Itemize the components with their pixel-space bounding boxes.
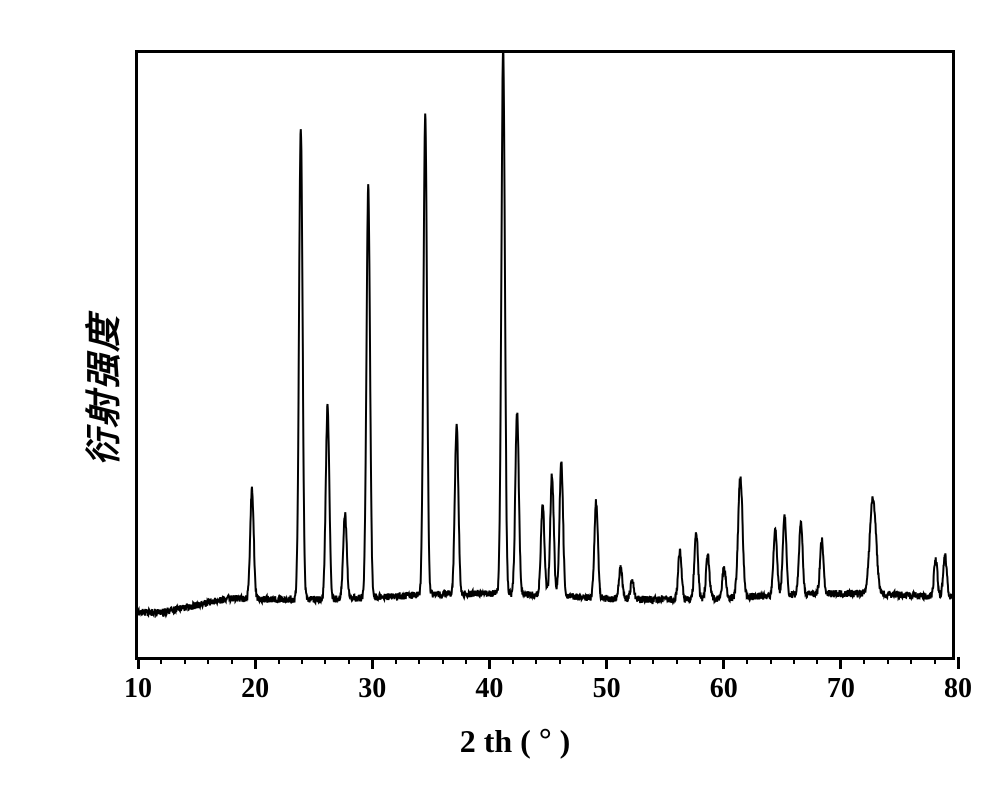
x-tick-minor (512, 657, 514, 664)
x-tick-label: 20 (241, 673, 269, 705)
x-tick-major (137, 657, 140, 669)
x-axis-label: 2 th (°)2 th ( ° ) (460, 723, 571, 760)
x-tick-major (605, 657, 608, 669)
spectrum-line (138, 53, 952, 657)
x-tick-minor (207, 657, 209, 664)
x-tick-major (254, 657, 257, 669)
x-tick-minor (465, 657, 467, 664)
x-tick-minor (887, 657, 889, 664)
x-tick-minor (535, 657, 537, 664)
x-tick-minor (324, 657, 326, 664)
x-tick-label: 80 (944, 673, 972, 705)
x-tick-major (839, 657, 842, 669)
x-tick-major (371, 657, 374, 669)
x-tick-label: 70 (827, 673, 855, 705)
x-tick-minor (301, 657, 303, 664)
x-tick-minor (160, 657, 162, 664)
x-tick-minor (910, 657, 912, 664)
x-tick-minor (934, 657, 936, 664)
x-tick-major (957, 657, 960, 669)
x-tick-minor (816, 657, 818, 664)
x-tick-minor (629, 657, 631, 664)
x-tick-minor (559, 657, 561, 664)
x-tick-label: 50 (593, 673, 621, 705)
y-axis-label: 衍射强度 (75, 314, 127, 466)
x-tick-minor (348, 657, 350, 664)
x-tick-minor (442, 657, 444, 664)
x-tick-minor (395, 657, 397, 664)
x-tick-minor (676, 657, 678, 664)
x-tick-minor (184, 657, 186, 664)
x-tick-minor (699, 657, 701, 664)
x-tick-minor (746, 657, 748, 664)
xrd-chart: 衍射强度 1020304050607080 2 th (°)2 th ( ° ) (55, 30, 975, 750)
x-tick-minor (863, 657, 865, 664)
x-tick-minor (418, 657, 420, 664)
x-tick-major (722, 657, 725, 669)
x-tick-minor (652, 657, 654, 664)
x-tick-minor (770, 657, 772, 664)
x-tick-label: 10 (124, 673, 152, 705)
x-tick-minor (582, 657, 584, 664)
plot-area: 1020304050607080 (135, 50, 955, 660)
x-tick-minor (278, 657, 280, 664)
x-tick-label: 40 (475, 673, 503, 705)
x-tick-major (488, 657, 491, 669)
x-tick-minor (231, 657, 233, 664)
x-tick-label: 30 (358, 673, 386, 705)
x-tick-minor (793, 657, 795, 664)
x-tick-label: 60 (710, 673, 738, 705)
